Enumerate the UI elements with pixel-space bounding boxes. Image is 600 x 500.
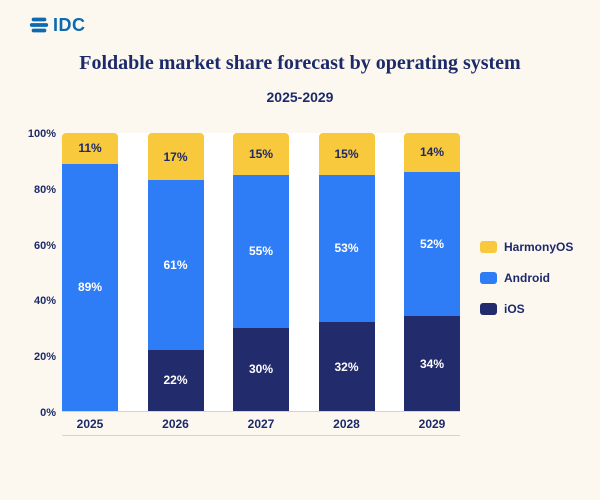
segment-harmonyos-2026: 17% bbox=[147, 133, 204, 181]
segment-harmonyos-2028: 15% bbox=[318, 133, 375, 175]
legend: HarmonyOS Android iOS bbox=[480, 240, 573, 316]
bar-2025: 11% 89% bbox=[62, 133, 118, 411]
segment-ios-2026: 22% bbox=[147, 349, 204, 411]
segment-label: 61% bbox=[163, 258, 188, 273]
segment-ios-2029: 34% bbox=[404, 316, 460, 411]
y-tick-60: 60% bbox=[33, 239, 56, 252]
y-axis: 0% 20% 40% 60% 80% 100% bbox=[22, 128, 60, 419]
idc-logo: IDC bbox=[28, 14, 86, 36]
segment-label: 52% bbox=[419, 237, 445, 252]
segment-android-2026: 61% bbox=[147, 180, 204, 350]
segment-label: 55% bbox=[248, 244, 274, 259]
legend-label: Android bbox=[504, 271, 550, 285]
segment-label: 30% bbox=[248, 362, 274, 377]
segment-android-2027: 55% bbox=[233, 174, 289, 328]
chart-subtitle: 2025-2029 bbox=[266, 89, 334, 105]
segment-label: 11% bbox=[78, 141, 102, 156]
legend-swatch-ios bbox=[480, 303, 497, 315]
segment-android-2028: 53% bbox=[318, 174, 375, 323]
segment-label: 53% bbox=[334, 241, 359, 256]
segment-label: 15% bbox=[248, 146, 274, 161]
x-label-2027: 2027 bbox=[247, 416, 275, 431]
bar-2028: 15% 53% 32% bbox=[318, 133, 375, 411]
segment-label: 15% bbox=[334, 146, 359, 161]
bar-2027: 15% 55% 30% bbox=[233, 133, 289, 411]
x-label-2025: 2025 bbox=[76, 416, 104, 431]
plot-area: 11% 89% 17% 61% 22% 15% 55% 30% 15% 53% 32% 14% 52% 3… bbox=[62, 133, 460, 412]
idc-logo-text: IDC bbox=[53, 14, 86, 35]
chart-title: Foldable market share forecast by operat… bbox=[79, 52, 521, 74]
segment-harmonyos-2027: 15% bbox=[233, 133, 289, 175]
segment-harmonyos-2029: 14% bbox=[404, 133, 460, 172]
legend-item-ios: iOS bbox=[480, 302, 573, 316]
bar-2029: 14% 52% 34% bbox=[404, 133, 460, 411]
legend-swatch-harmonyos bbox=[480, 241, 497, 253]
y-tick-80: 80% bbox=[33, 183, 56, 196]
legend-swatch-android bbox=[480, 272, 497, 284]
segment-label: 89% bbox=[77, 280, 103, 295]
bar-2026: 17% 61% 22% bbox=[147, 133, 204, 411]
y-tick-40: 40% bbox=[33, 295, 56, 308]
x-label-2026: 2026 bbox=[162, 416, 189, 431]
segment-label: 34% bbox=[419, 356, 445, 371]
segment-ios-2028: 32% bbox=[318, 322, 375, 411]
segment-harmonyos-2025: 11% bbox=[62, 133, 118, 164]
idc-logo-icon bbox=[28, 14, 50, 36]
segment-label: 22% bbox=[163, 373, 188, 388]
legend-label: HarmonyOS bbox=[504, 240, 574, 254]
y-tick-20: 20% bbox=[33, 351, 56, 364]
segment-label: 14% bbox=[419, 145, 445, 160]
segment-android-2025: 89% bbox=[62, 163, 118, 411]
y-tick-100: 100% bbox=[27, 128, 56, 140]
x-label-2028: 2028 bbox=[333, 416, 360, 431]
y-tick-0: 0% bbox=[40, 407, 56, 419]
segment-ios-2027: 30% bbox=[233, 327, 289, 411]
x-label-2029: 2029 bbox=[418, 416, 446, 431]
legend-item-android: Android bbox=[480, 271, 573, 285]
legend-label: iOS bbox=[504, 302, 525, 316]
segment-android-2029: 52% bbox=[404, 171, 460, 317]
legend-item-harmonyos: HarmonyOS bbox=[480, 240, 573, 254]
segment-label: 32% bbox=[334, 359, 359, 374]
segment-label: 17% bbox=[163, 149, 188, 164]
x-axis: 2025 2026 2027 2028 2029 bbox=[62, 412, 460, 436]
